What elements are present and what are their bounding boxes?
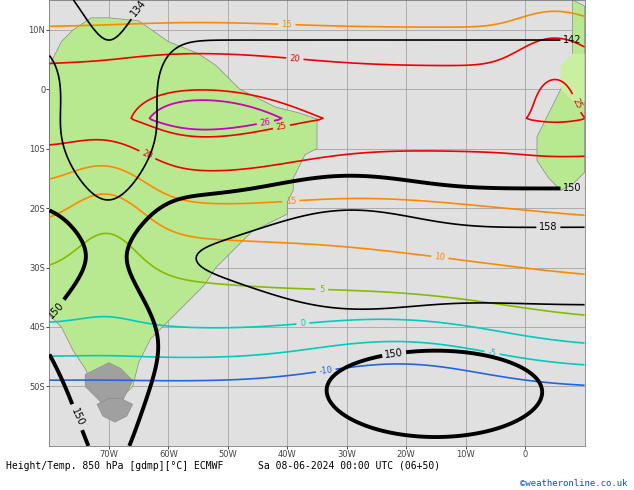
Text: 150: 150 [69, 407, 86, 428]
Text: 10: 10 [434, 252, 446, 262]
Text: 158: 158 [539, 222, 557, 232]
Text: 20: 20 [289, 54, 301, 64]
Text: 26: 26 [259, 117, 271, 128]
Text: 25: 25 [276, 122, 287, 132]
Text: Sa 08-06-2024 00:00 UTC (06+50): Sa 08-06-2024 00:00 UTC (06+50) [257, 461, 440, 471]
Text: 142: 142 [563, 35, 582, 45]
Polygon shape [97, 398, 133, 422]
Polygon shape [85, 363, 133, 410]
Text: -5: -5 [488, 348, 497, 358]
Text: 5: 5 [319, 285, 325, 294]
Polygon shape [537, 0, 585, 190]
Text: 20: 20 [141, 148, 154, 161]
Text: 15: 15 [281, 20, 292, 29]
Text: Height/Temp. 850 hPa [gdmp][°C] ECMWF: Height/Temp. 850 hPa [gdmp][°C] ECMWF [6, 461, 224, 471]
Polygon shape [560, 53, 585, 101]
Text: 15: 15 [285, 196, 296, 206]
Text: 0: 0 [300, 319, 306, 328]
Text: ©weatheronline.co.uk: ©weatheronline.co.uk [520, 479, 628, 488]
Text: 25: 25 [570, 97, 583, 110]
Text: -10: -10 [318, 366, 333, 376]
Text: 150: 150 [563, 183, 582, 194]
Polygon shape [49, 18, 317, 416]
Text: 150: 150 [384, 347, 404, 360]
Text: 150: 150 [46, 300, 66, 320]
Text: 134: 134 [129, 0, 148, 18]
